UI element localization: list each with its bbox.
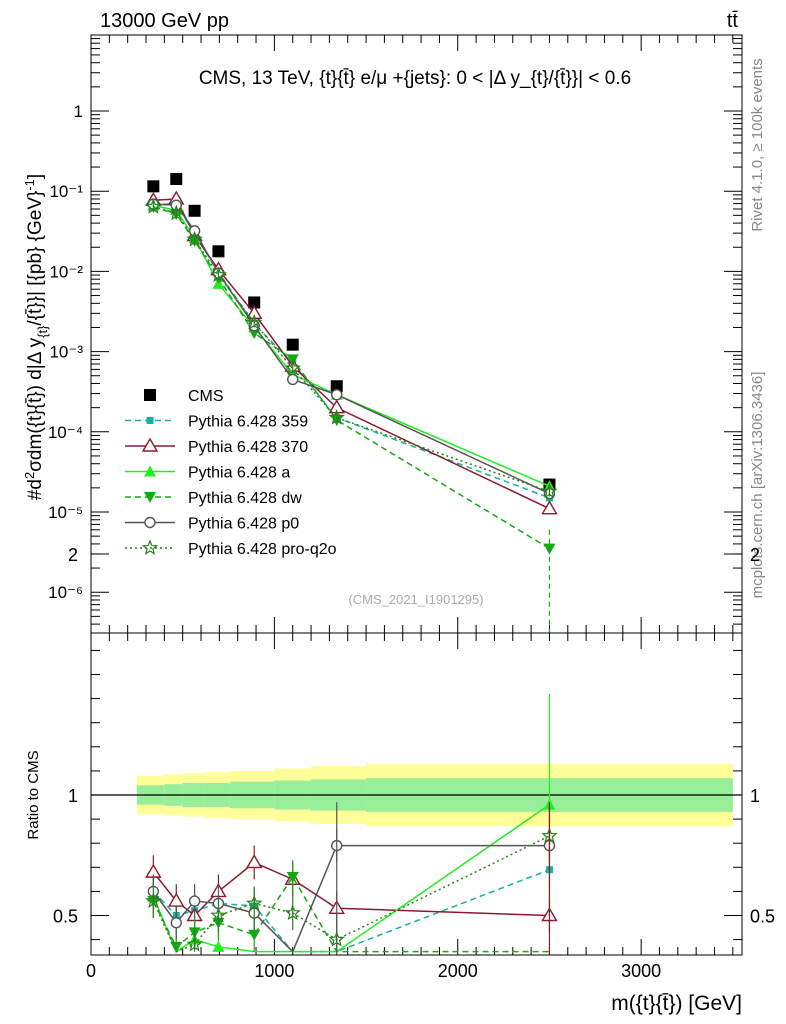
y-label-num: d xyxy=(25,479,46,490)
legend-marker xyxy=(144,516,156,529)
ratio-y-tick-label: 2 xyxy=(68,545,78,565)
y-label-den: dm({t xyxy=(25,415,46,460)
x-tick-label: 1000 xyxy=(254,961,294,981)
data-point-0 xyxy=(212,245,225,258)
ratio-y-tick-label: 0.5 xyxy=(750,907,775,927)
data-point-6 xyxy=(245,313,263,330)
legend-marker xyxy=(146,417,154,424)
ratio-point-3 xyxy=(248,929,261,941)
data-point-6 xyxy=(284,359,301,376)
ratio-point-5 xyxy=(186,935,203,952)
legend-label: Pythia 6.428 370 xyxy=(188,439,308,456)
ratio-line-4 xyxy=(152,844,550,953)
x-axis-label: m({t}{t̄}) [GeV] xyxy=(611,992,742,1015)
ratio-point-5 xyxy=(145,892,162,909)
legend: CMS Pythia 6.428 359 Pythia 6.428 370 Pythi… xyxy=(125,388,337,558)
data-point-5 xyxy=(287,373,299,386)
data-point-0 xyxy=(248,296,261,309)
header-process: tt̄ xyxy=(727,10,739,32)
series-line-4 xyxy=(153,206,550,550)
data-point-6 xyxy=(186,230,203,247)
y-tick-label: 10⁻³ xyxy=(49,343,83,362)
y-tick-label: 10⁻⁴ xyxy=(48,423,83,442)
data-point-6 xyxy=(210,266,227,283)
data-point-0 xyxy=(188,204,201,217)
ratio-y-tick-label: 2 xyxy=(750,545,760,565)
watermark: (CMS_2021_I1901295) xyxy=(348,592,483,607)
data-point-5 xyxy=(331,389,343,401)
mcplots-label: mcplots.cern.ch [arXiv:1306.3436] xyxy=(749,372,766,599)
ratio-point-5 xyxy=(210,906,227,923)
data-point-6 xyxy=(145,198,162,214)
y-tick-label: 10⁻⁵ xyxy=(48,503,83,522)
ratio-line-0 xyxy=(152,869,550,953)
y-label-rest: /{t̄}}| [{pb} {GeV} xyxy=(25,191,46,326)
y-label-close: ] xyxy=(25,174,46,179)
ratio-point-1 xyxy=(245,854,263,869)
rivet-label: Rivet 4.1.0, ≥ 100k events xyxy=(749,58,766,231)
ratio-y-label: Ratio to CMS xyxy=(25,750,42,839)
ratio-y-tick-label: 1 xyxy=(750,786,760,806)
data-point-0 xyxy=(147,180,160,193)
ratio-point-2 xyxy=(212,940,225,952)
y-label-sub: {t} xyxy=(35,325,50,338)
header-energy: 13000 GeV pp xyxy=(100,10,229,32)
ratio-line-2 xyxy=(152,804,550,953)
ratio-line-5 xyxy=(152,835,550,953)
y-tick-label: 10⁻⁶ xyxy=(48,583,83,602)
ratio-point-3 xyxy=(170,941,183,953)
legend-label: Pythia 6.428 359 xyxy=(188,414,308,431)
x-tick-labels: 0 1000 2000 3000 xyxy=(86,961,661,981)
ratio-y-tick-label: 1 xyxy=(68,786,78,806)
y-label-sigma: σ xyxy=(25,460,46,472)
y-label-hash: # xyxy=(25,489,46,500)
y-tick-label: 10⁻¹ xyxy=(49,182,83,201)
ratio-line-1 xyxy=(152,861,550,917)
legend-marker xyxy=(141,539,159,556)
x-tick-label: 3000 xyxy=(621,961,661,981)
x-tick-label: 2000 xyxy=(438,961,478,981)
y-label-num-sup: 2 xyxy=(22,472,37,479)
legend-label: Pythia 6.428 dw xyxy=(188,490,302,507)
ratio-y-tick-label: 0.5 xyxy=(53,907,78,927)
ratio-point-3 xyxy=(286,871,299,883)
ratio-point-5 xyxy=(284,904,302,921)
y-tick-label: 1 xyxy=(74,102,83,121)
data-point-2 xyxy=(328,399,345,414)
legend-marker xyxy=(144,389,156,401)
y-label-den2: }{t̄}) d|Δ y xyxy=(25,337,46,415)
y-label-rest-sup: -1 xyxy=(22,179,37,191)
legend-label: Pythia 6.428 a xyxy=(188,465,290,482)
ratio-frame xyxy=(90,632,743,956)
data-point-0 xyxy=(170,172,183,185)
data-point-2 xyxy=(541,500,558,515)
chart-title: CMS, 13 TeV, {t}{t̄} e/μ +{jets}: 0 < |Δ… xyxy=(199,68,631,89)
ratio-panel: 0.5 0.5 1 1 2 2 xyxy=(53,545,775,955)
ratio-point-4 xyxy=(170,917,182,929)
x-tick-label: 0 xyxy=(86,961,96,981)
legend-marker xyxy=(141,437,159,452)
data-point-0 xyxy=(330,380,343,393)
legend-marker xyxy=(144,465,156,477)
data-point-6 xyxy=(541,482,558,499)
legend-label: Pythia 6.428 p0 xyxy=(188,516,299,533)
series-line-1 xyxy=(153,202,550,499)
ratio-point-4 xyxy=(188,895,201,907)
data-point-6 xyxy=(167,204,185,221)
legend-label: Pythia 6.428 pro-q2o xyxy=(188,541,337,558)
legend-label: CMS xyxy=(188,388,224,405)
legend-marker xyxy=(144,492,156,503)
data-point-6 xyxy=(328,409,346,425)
y-axis-label: #d2σdm({t}{t̄}) d|Δ y{t}/{t̄}}| [{pb} {G… xyxy=(22,174,50,500)
ratio-point-5 xyxy=(246,894,263,911)
y-tick-label: 10⁻² xyxy=(49,262,83,281)
data-point-0 xyxy=(286,338,299,351)
main-panel: 1 10⁻¹ 10⁻² 10⁻³ 10⁻⁴ 10⁻⁵ 10⁻⁶ xyxy=(48,35,742,633)
